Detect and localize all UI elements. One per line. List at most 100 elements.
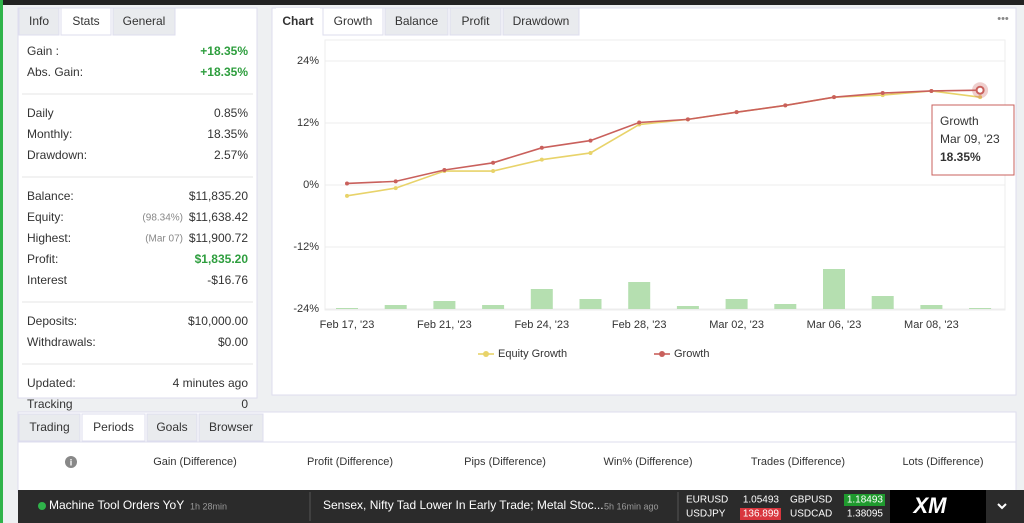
left-border (0, 0, 3, 523)
column-header: Win% (Difference) (603, 456, 692, 468)
stat-label: Interest (27, 273, 68, 287)
tab-label[interactable]: Drawdown (513, 14, 570, 28)
news-title[interactable]: Machine Tool Orders YoY (49, 498, 184, 512)
chart-panel (271, 7, 1017, 396)
bar (969, 308, 992, 309)
series-line (346, 89, 981, 185)
legend-dot[interactable] (483, 351, 489, 357)
quote-price: 1.38095 (847, 509, 884, 520)
news-title[interactable]: Sensex, Nifty Tad Lower In Early Trade; … (323, 498, 604, 512)
tab-label[interactable]: Trading (29, 420, 69, 434)
column-header: Pips (Difference) (464, 456, 546, 468)
news-dot (38, 502, 46, 510)
x-tick-label: Feb 17, '23 (320, 319, 375, 331)
x-tick-label: Feb 21, '23 (417, 319, 472, 331)
point (393, 186, 398, 191)
bar (336, 308, 358, 309)
stat-value: $11,835.20 (189, 189, 248, 203)
top-border (0, 0, 1024, 5)
tab-label[interactable]: Goals (156, 420, 187, 434)
bar (774, 304, 797, 309)
news-time: 5h 16min ago (604, 501, 659, 511)
quote-symbol: USDCAD (790, 509, 832, 520)
stats-panel (17, 7, 258, 399)
y-tick-label: 12% (297, 117, 319, 129)
tab[interactable] (60, 7, 112, 36)
stat-label: Tracking (27, 397, 73, 411)
tab-label[interactable]: Growth (334, 14, 373, 28)
stat-label: Highest: (27, 231, 71, 245)
tab[interactable] (502, 7, 580, 36)
tab[interactable] (322, 7, 384, 36)
tab-label[interactable]: Chart (282, 14, 313, 28)
point (345, 181, 349, 186)
point (345, 193, 349, 198)
column-header: Gain (Difference) (153, 456, 237, 468)
stat-value: 0.85% (214, 106, 248, 120)
quote-highlight (844, 494, 885, 506)
x-tick-label: Feb 24, '23 (514, 319, 569, 331)
tab[interactable] (449, 7, 502, 36)
bar (384, 305, 407, 309)
stat-value: 4 minutes ago (173, 376, 249, 390)
stat-value: $11,900.72 (189, 231, 248, 245)
tab-label[interactable]: General (123, 14, 166, 28)
info-icon (65, 456, 77, 468)
stat-label: Drawdown: (27, 148, 87, 162)
tab-label[interactable]: Balance (395, 14, 439, 28)
tab[interactable] (18, 7, 60, 36)
legend-label[interactable]: Growth (674, 348, 709, 360)
point (929, 88, 934, 93)
stat-label: Withdrawals: (27, 335, 96, 349)
chevron[interactable] (997, 503, 1007, 510)
series-line (346, 90, 981, 197)
point (588, 150, 593, 155)
tab-label[interactable]: Periods (93, 420, 134, 434)
legend-label[interactable]: Equity Growth (498, 348, 567, 360)
stat-label: Deposits: (27, 314, 77, 328)
point (393, 179, 398, 184)
stat-label: Monthly: (27, 127, 72, 141)
tab-label[interactable]: Stats (72, 14, 99, 28)
bar (871, 296, 894, 309)
tab-label[interactable]: Browser (209, 420, 253, 434)
periods-panel (17, 411, 1017, 493)
point (539, 145, 544, 150)
tab[interactable] (81, 413, 146, 442)
column-header: Profit (Difference) (307, 456, 393, 468)
tab[interactable] (276, 8, 320, 35)
stat-note: (Mar 07) (145, 234, 183, 245)
tab-label[interactable]: Profit (461, 14, 490, 28)
tab[interactable] (198, 413, 264, 442)
point (539, 157, 544, 162)
point (588, 138, 593, 143)
logo: XM (912, 493, 948, 518)
y-tick-label: 24% (297, 55, 319, 67)
tab[interactable] (384, 7, 449, 36)
tab[interactable] (146, 413, 198, 442)
stat-label: Profit: (27, 252, 58, 266)
x-tick-label: Mar 02, '23 (709, 319, 764, 331)
tooltip-series: Growth (940, 114, 979, 128)
tab[interactable] (112, 7, 176, 36)
bar (725, 299, 748, 309)
legend-dot[interactable] (659, 351, 665, 357)
menu[interactable]: ••• (997, 13, 1009, 25)
stat-label: Equity: (27, 210, 64, 224)
column-header: Trades (Difference) (751, 456, 845, 468)
bar (823, 269, 845, 309)
stat-value: +18.35% (200, 65, 248, 79)
quote-symbol: USDJPY (686, 509, 726, 520)
bar (579, 299, 602, 309)
y-tick-label: -12% (293, 241, 319, 253)
tooltip-date: Mar 09, '23 (940, 132, 1000, 146)
tab[interactable] (18, 413, 81, 442)
stat-label: Updated: (27, 376, 76, 390)
stat-label: Balance: (27, 189, 74, 203)
point (880, 91, 885, 96)
quote-price: 1.05493 (743, 495, 780, 506)
quote-price: 136.899 (743, 509, 780, 520)
tab-label[interactable]: Info (29, 14, 49, 28)
stat-value: -$16.76 (207, 273, 248, 287)
